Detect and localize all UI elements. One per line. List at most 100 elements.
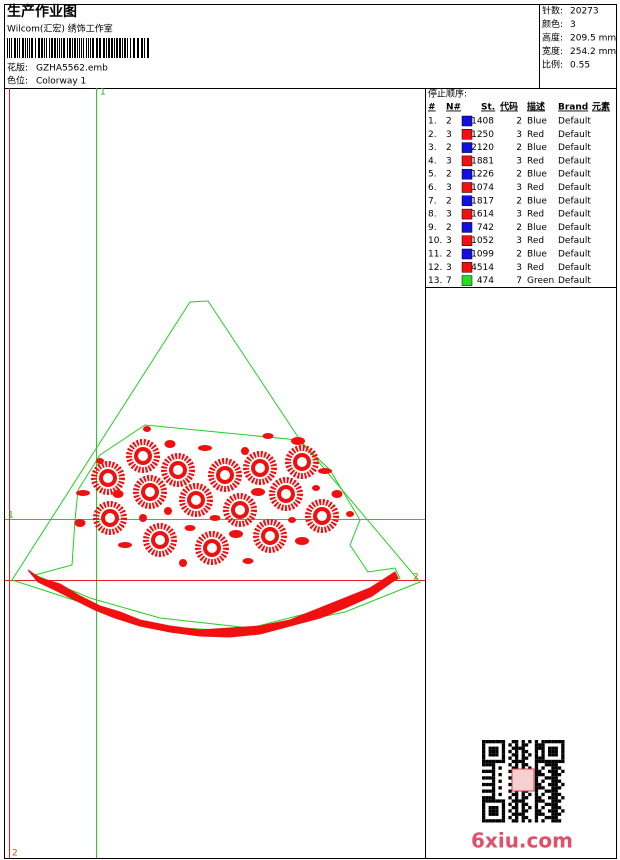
qr-module — [538, 743, 542, 747]
qr-module — [485, 819, 489, 823]
qr-module — [511, 746, 515, 750]
qr-module — [541, 812, 545, 816]
qr-module — [554, 819, 558, 823]
row-brand: Default — [558, 276, 591, 286]
qr-module — [508, 756, 512, 760]
swatch — [461, 155, 473, 167]
bar — [49, 38, 50, 58]
qr-module — [557, 759, 562, 764]
qr-module — [544, 789, 548, 793]
qr-module — [488, 782, 492, 787]
bar — [106, 38, 107, 58]
qr-module — [551, 749, 555, 754]
bar — [108, 38, 110, 58]
qr-module — [524, 756, 529, 760]
qr-module — [544, 802, 548, 806]
qr-module — [491, 792, 496, 797]
row-code: 3 — [516, 183, 522, 193]
qr-module — [518, 759, 522, 764]
dot — [251, 488, 265, 496]
row-no: 5. — [428, 170, 437, 180]
qr-module — [491, 782, 496, 787]
qr-module — [521, 743, 525, 747]
qr-module — [491, 776, 496, 780]
row-st: 2120 — [471, 143, 494, 153]
bar — [67, 38, 68, 58]
qr-module — [488, 759, 492, 764]
stat-value: 0.55 — [570, 61, 590, 71]
qr-module — [508, 789, 512, 793]
qr-module — [548, 763, 552, 767]
qr-module — [485, 782, 489, 787]
sunburst — [285, 445, 319, 479]
qr-module — [548, 740, 552, 744]
qr-module — [544, 763, 548, 767]
qr-module — [524, 815, 529, 820]
crust — [27, 569, 399, 638]
qr-module — [508, 776, 512, 780]
row-st: 1614 — [471, 210, 494, 220]
qr-module — [521, 756, 525, 760]
qr-module — [482, 756, 486, 760]
qr-module — [541, 753, 545, 757]
qr-module — [495, 749, 499, 754]
qr-module — [498, 799, 502, 803]
dot — [242, 558, 254, 564]
row-no: 2. — [428, 130, 437, 140]
qr-module — [541, 749, 545, 754]
sunburst — [91, 461, 125, 495]
dot — [96, 458, 104, 464]
sunburst-center — [297, 457, 307, 467]
qr-module — [551, 809, 555, 813]
row-code: 3 — [516, 263, 522, 273]
row-n: 3 — [446, 236, 452, 246]
qr-module — [538, 799, 542, 803]
swatch — [461, 208, 473, 220]
qr-module — [541, 786, 545, 790]
qr-module — [488, 806, 492, 810]
barcode — [7, 38, 149, 58]
qr-module — [534, 759, 539, 764]
qr-module — [482, 753, 486, 757]
qr-module — [501, 746, 506, 750]
row-desc: Red — [527, 210, 544, 220]
sunburst — [305, 499, 339, 533]
qr-module — [495, 812, 499, 816]
row-code: 2 — [516, 170, 522, 180]
qr-module — [482, 763, 486, 767]
bar — [81, 38, 82, 58]
row-brand: Default — [558, 130, 591, 140]
stat-label: 针数: — [542, 5, 563, 17]
qr-module — [551, 759, 555, 764]
qr-module — [561, 769, 565, 773]
qr-module — [515, 740, 519, 744]
qr-module — [495, 806, 499, 810]
swatch — [461, 142, 473, 153]
subtitle: Wilcom(汇宏) 绣饰工作室 — [7, 23, 113, 35]
qr-module — [485, 776, 489, 780]
swatch — [461, 168, 473, 180]
sunburst — [133, 475, 167, 509]
qr-module — [534, 789, 539, 793]
bar — [27, 38, 28, 58]
bar — [79, 38, 80, 58]
qr-module — [544, 815, 548, 820]
bar — [22, 38, 24, 58]
qr-module — [501, 806, 506, 810]
title: 生产作业图 — [7, 3, 77, 20]
swatch — [461, 129, 473, 140]
qr-module — [534, 773, 539, 777]
qr-module — [538, 746, 542, 750]
bar — [111, 38, 113, 58]
bar — [31, 38, 33, 58]
qr-module — [515, 756, 519, 760]
bar — [114, 38, 115, 58]
qr-module — [511, 753, 515, 757]
qr-module — [515, 759, 519, 764]
qr-module — [557, 740, 562, 744]
row-n: 2 — [446, 223, 452, 233]
row-no: 12. — [428, 263, 442, 273]
sunburst-center — [265, 531, 275, 541]
qr-module — [495, 819, 499, 823]
